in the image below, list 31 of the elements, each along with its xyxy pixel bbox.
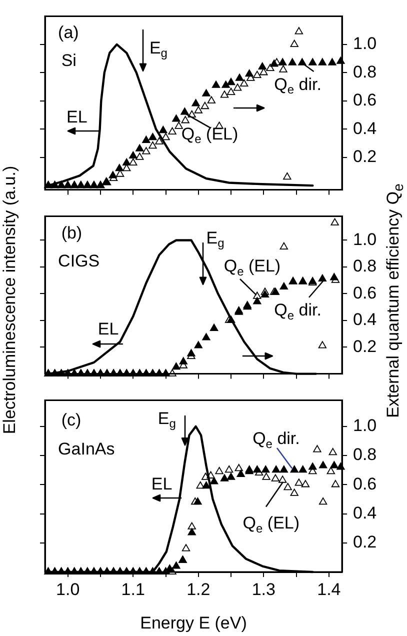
annotation: CIGS <box>58 251 100 270</box>
text: Electroluminescence intensity (a.u.) <box>0 166 20 434</box>
annotation: Si <box>61 51 76 70</box>
y-tick-label: 0.6 <box>353 283 377 302</box>
y-tick-label: 0.2 <box>353 336 377 356</box>
x-tick-label: 1.4 <box>317 580 341 599</box>
y-tick-label: 1.0 <box>353 416 377 436</box>
y-tick-label: 0.6 <box>353 474 377 494</box>
y-tick-label: 0.8 <box>353 62 377 82</box>
annotation: (a) <box>58 22 79 42</box>
x-tick-label: 1.0 <box>56 580 80 599</box>
y-tick-label: 0.8 <box>353 256 377 276</box>
y-tick-label: 1.0 <box>353 230 377 249</box>
annotation: (c) <box>61 410 82 430</box>
series-label: EL <box>66 108 88 127</box>
annotation: (b) <box>61 223 82 242</box>
series-label: EL <box>151 474 172 494</box>
y-tick-label: 0.2 <box>353 532 377 552</box>
y-tick-label: 1.0 <box>353 34 377 54</box>
annotation: GaInAs <box>58 439 115 458</box>
y-tick-label: 0.8 <box>353 445 377 464</box>
series-label: EL <box>98 319 119 338</box>
y-tick-label: 0.4 <box>353 118 377 138</box>
x-axis-title: Energy E (eV) <box>140 613 247 632</box>
y-tick-label: 0.2 <box>353 147 377 166</box>
x-tick-label: 1.1 <box>121 580 145 599</box>
y-tick-label: 0.4 <box>353 503 377 522</box>
y-tick-label: 0.4 <box>353 310 377 330</box>
y-tick-label: 0.6 <box>353 90 377 110</box>
x-tick-label: 1.3 <box>252 580 276 599</box>
x-tick-label: 1.2 <box>186 580 210 599</box>
